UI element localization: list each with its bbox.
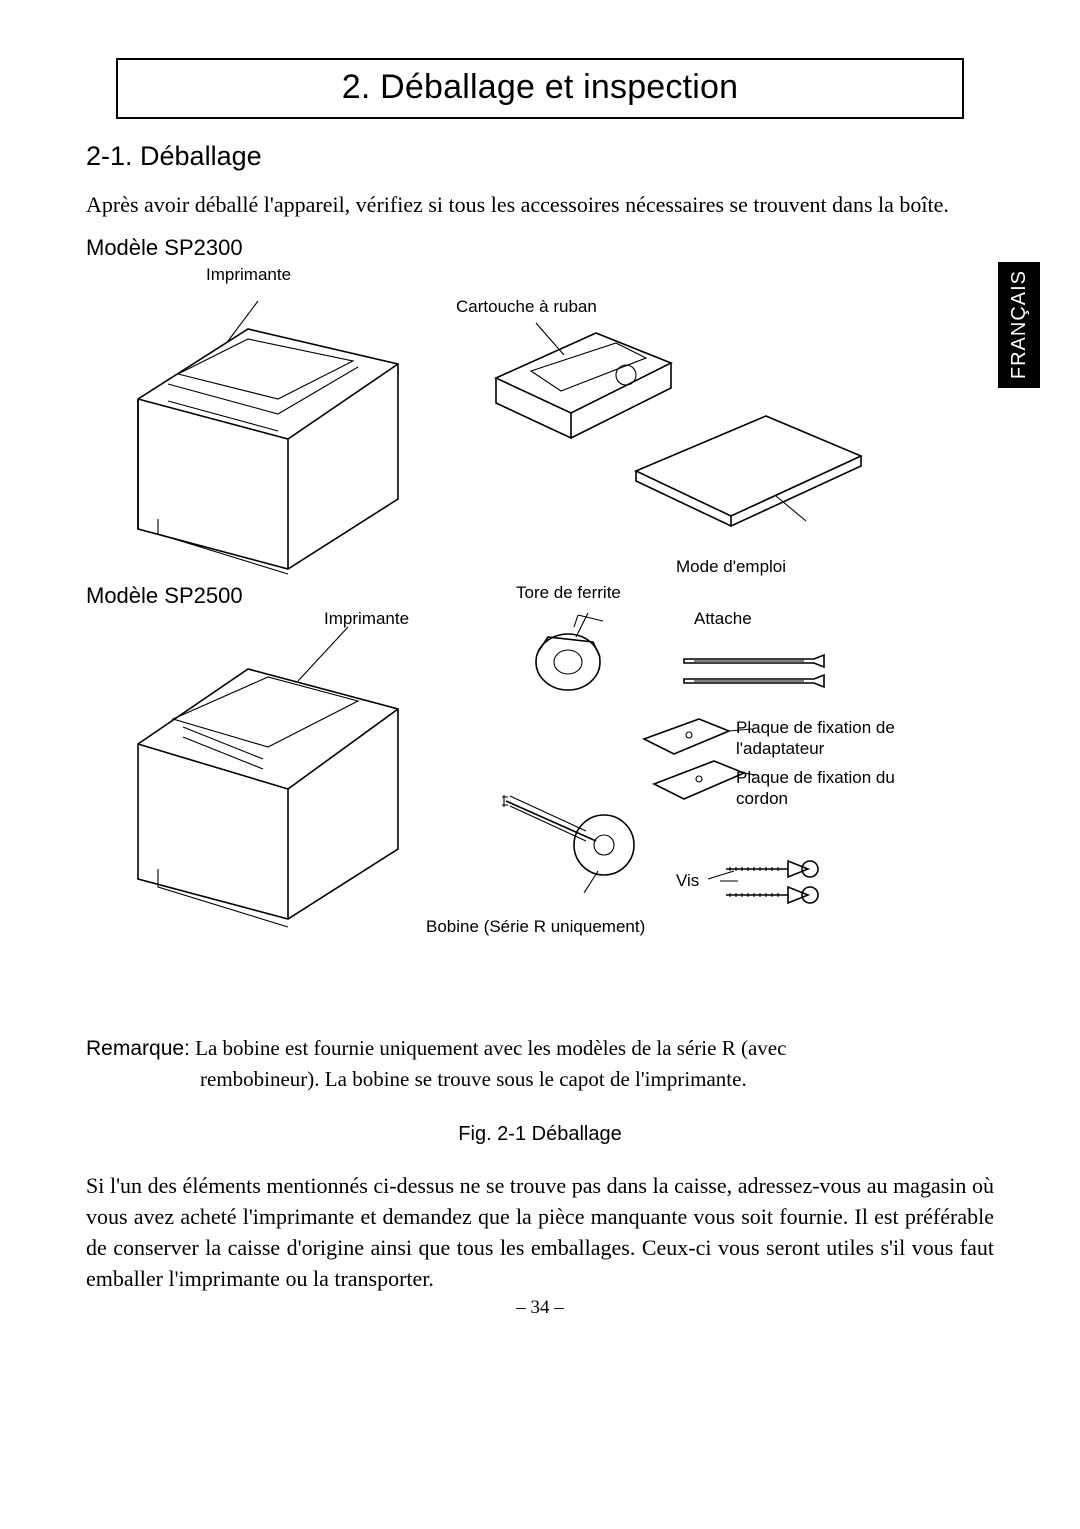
- language-tab-text: FRANÇAIS: [1008, 270, 1031, 379]
- figure-area: Imprimante Cartouche à ruban Mode d'empl…: [86, 261, 994, 1021]
- label-screw: Vis: [676, 871, 699, 891]
- printer-b-drawing: [98, 619, 428, 939]
- ferrite-drawing: [518, 607, 628, 707]
- remark-body-1: La bobine est fournie uniquement avec le…: [195, 1036, 786, 1060]
- label-fastener: Attache: [694, 609, 752, 629]
- model-b-label: Modèle SP2500: [86, 583, 243, 609]
- fastener-drawing: [674, 639, 844, 699]
- label-spool: Bobine (Série R uniquement): [426, 917, 645, 937]
- label-ferrite: Tore de ferrite: [516, 583, 621, 603]
- closing-paragraph: Si l'un des éléments mentionnés ci-dessu…: [86, 1170, 994, 1295]
- model-a-label: Modèle SP2300: [86, 235, 994, 261]
- chapter-title: 2. Déballage et inspection: [134, 68, 946, 107]
- remark-line-2: rembobineur). La bobine se trouve sous l…: [86, 1064, 994, 1094]
- section-heading: 2-1. Déballage: [86, 141, 994, 172]
- figure-caption: Fig. 2-1 Déballage: [86, 1123, 994, 1146]
- intro-paragraph: Après avoir déballé l'appareil, vérifiez…: [86, 190, 994, 221]
- printer-a-drawing: [98, 279, 428, 579]
- language-tab: FRANÇAIS: [998, 262, 1040, 388]
- chapter-title-box: 2. Déballage et inspection: [116, 58, 964, 119]
- spool-drawing: [486, 761, 656, 911]
- manual-drawing: [616, 401, 876, 571]
- page-number: – 34 –: [86, 1297, 994, 1319]
- screws-drawing: [718, 855, 838, 915]
- remark-line-1: Remarque: La bobine est fournie uniqueme…: [86, 1033, 994, 1064]
- remark-lead: Remarque:: [86, 1037, 190, 1060]
